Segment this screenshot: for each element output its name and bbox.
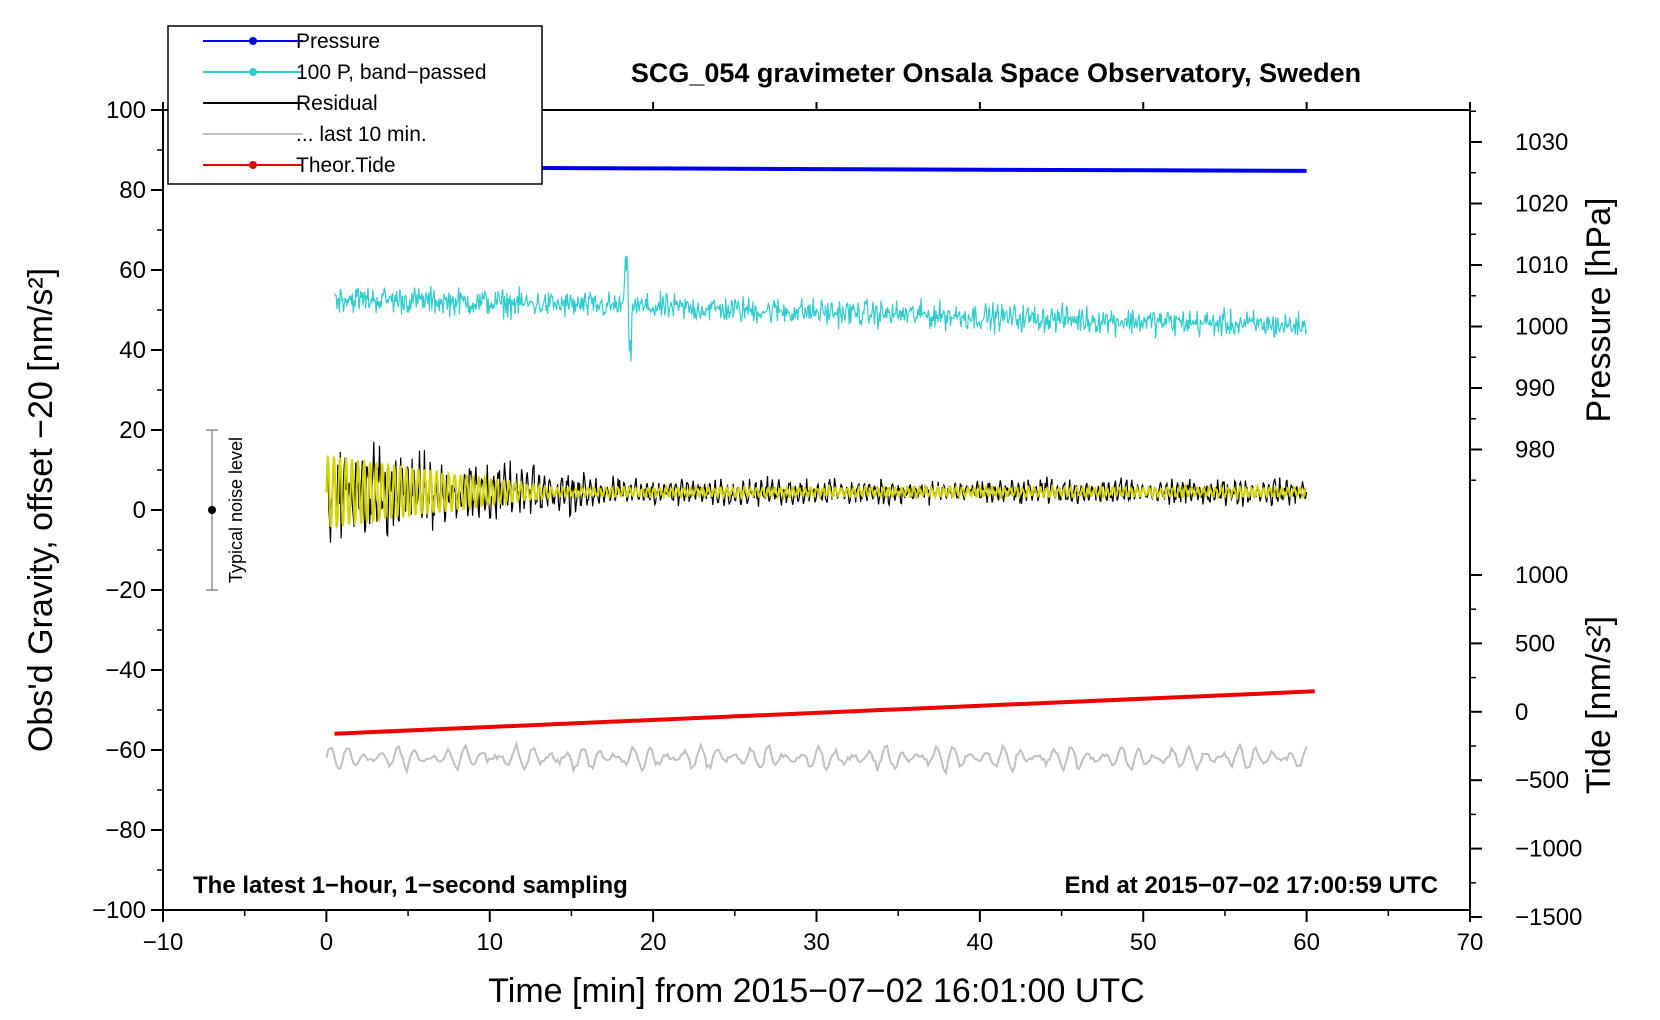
legend-box: [167, 25, 543, 185]
noise-level-label: Typical noise level: [226, 437, 246, 583]
tide-tick-label: −1000: [1515, 836, 1582, 863]
y-tick-label: −60: [105, 737, 146, 764]
x-tick-label: 20: [640, 929, 667, 956]
plot-frame: [162, 109, 1471, 911]
note-sampling: The latest 1−hour, 1−second sampling: [193, 872, 628, 899]
pressure-tick-label: 980: [1515, 437, 1555, 464]
tide-tick-label: 1000: [1515, 562, 1568, 589]
pressure-tick-label: 1010: [1515, 252, 1568, 279]
series-band-passed-pressure: [333, 255, 1308, 362]
series-last-10-min: [325, 740, 1308, 776]
x-tick-label: 70: [1457, 929, 1484, 956]
x-tick-label: 60: [1293, 929, 1320, 956]
x-tick-label: 10: [476, 929, 503, 956]
legend-label: ... last 10 min.: [296, 123, 427, 146]
y-tick-label: 20: [119, 417, 146, 444]
y-tick-label: −100: [92, 897, 146, 924]
y-tick-label: −40: [105, 657, 146, 684]
y-axis-title-pressure: Pressure [hPa]: [1580, 198, 1618, 423]
tide-tick-label: 0: [1515, 699, 1528, 726]
y-axis-title-tide: Tide [nm/s²]: [1580, 616, 1618, 794]
legend-label: Pressure: [296, 30, 380, 53]
legend-label: Residual: [296, 92, 378, 115]
x-tick-label: 50: [1130, 929, 1157, 956]
y-tick-label: −20: [105, 577, 146, 604]
legend-label: Theor.Tide: [296, 154, 396, 177]
y-tick-label: 80: [119, 177, 146, 204]
noise-level-dot: [208, 506, 217, 514]
pressure-tick-label: 990: [1515, 375, 1555, 402]
x-tick-label: 40: [967, 929, 994, 956]
note-end-time: End at 2015−07−02 17:00:59 UTC: [1064, 872, 1438, 899]
x-tick-label: 30: [803, 929, 830, 956]
x-tick-label: 0: [320, 929, 333, 956]
tide-tick-label: 500: [1515, 630, 1555, 657]
y-axis-title-left: Obs'd Gravity, offset −20 [nm/s²]: [22, 268, 60, 752]
y-tick-label: 40: [119, 337, 146, 364]
legend-marker: [249, 37, 257, 45]
tide-tick-label: −1500: [1515, 904, 1582, 931]
legend-label: 100 P, band−passed: [296, 61, 487, 84]
pressure-tick-label: 1030: [1515, 129, 1568, 156]
y-tick-label: 0: [133, 497, 146, 524]
tide-tick-label: −500: [1515, 767, 1569, 794]
y-tick-label: 100: [106, 97, 146, 124]
series-residual-smoothed: [325, 455, 1307, 530]
x-axis-title: Time [min] from 2015−07−02 16:01:00 UTC: [488, 972, 1144, 1010]
y-tick-label: 60: [119, 257, 146, 284]
legend-marker: [249, 161, 257, 169]
series-theoretical-tide: [334, 689, 1315, 736]
legend-marker: [249, 68, 257, 76]
x-tick-label: −10: [143, 929, 184, 956]
chart-title: SCG_054 gravimeter Onsala Space Observat…: [631, 58, 1361, 88]
y-tick-label: −80: [105, 817, 146, 844]
pressure-tick-label: 1000: [1515, 314, 1568, 341]
pressure-tick-label: 1020: [1515, 191, 1568, 218]
